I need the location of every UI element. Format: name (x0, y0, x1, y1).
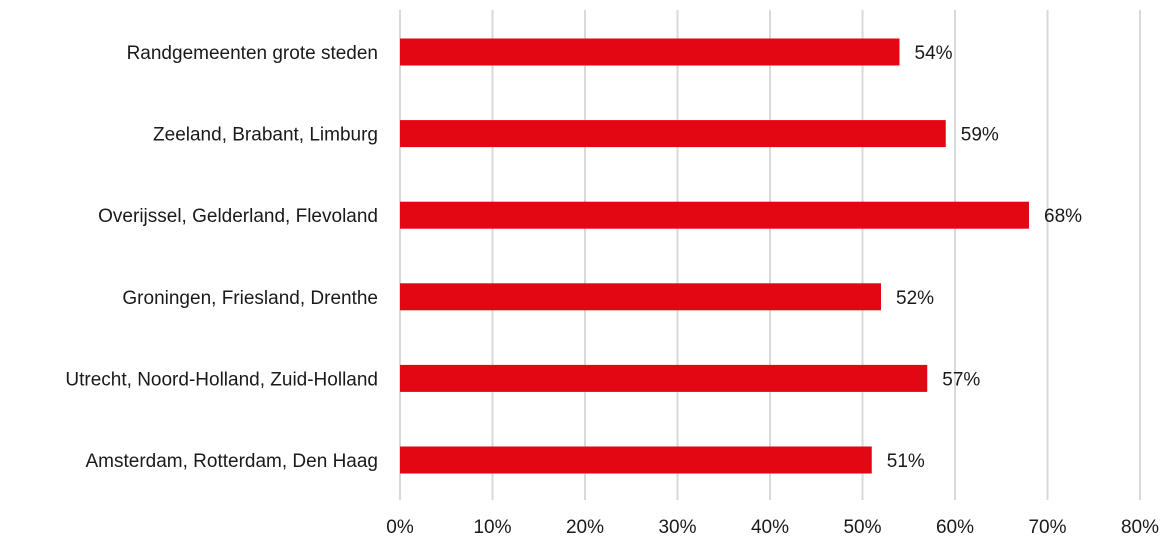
x-tick-label: 60% (936, 517, 974, 538)
bar (400, 283, 881, 311)
x-tick-label: 70% (1028, 517, 1066, 538)
category-label: Zeeland, Brabant, Limburg (153, 125, 378, 146)
data-label: 57% (942, 369, 980, 390)
data-label: 54% (915, 43, 953, 64)
bar (400, 446, 872, 474)
data-label: 52% (896, 288, 934, 309)
category-label: Overijssel, Gelderland, Flevoland (98, 206, 378, 227)
bar (400, 364, 928, 392)
data-label: 51% (887, 451, 925, 472)
category-label: Amsterdam, Rotterdam, Den Haag (85, 451, 378, 472)
bar (400, 120, 946, 148)
x-tick-label: 50% (843, 517, 881, 538)
x-tick-label: 40% (751, 517, 789, 538)
x-tick-label: 0% (386, 517, 414, 538)
x-tick-label: 20% (566, 517, 604, 538)
x-tick-label: 30% (658, 517, 696, 538)
category-label: Utrecht, Noord-Holland, Zuid-Holland (65, 369, 378, 390)
x-tick-label: 80% (1121, 517, 1159, 538)
x-tick-label: 10% (473, 517, 511, 538)
bar (400, 38, 900, 66)
category-label: Randgemeenten grote steden (127, 43, 378, 64)
data-label: 68% (1044, 206, 1082, 227)
data-label: 59% (961, 125, 999, 146)
bar (400, 201, 1029, 229)
category-label: Groningen, Friesland, Drenthe (122, 288, 378, 309)
